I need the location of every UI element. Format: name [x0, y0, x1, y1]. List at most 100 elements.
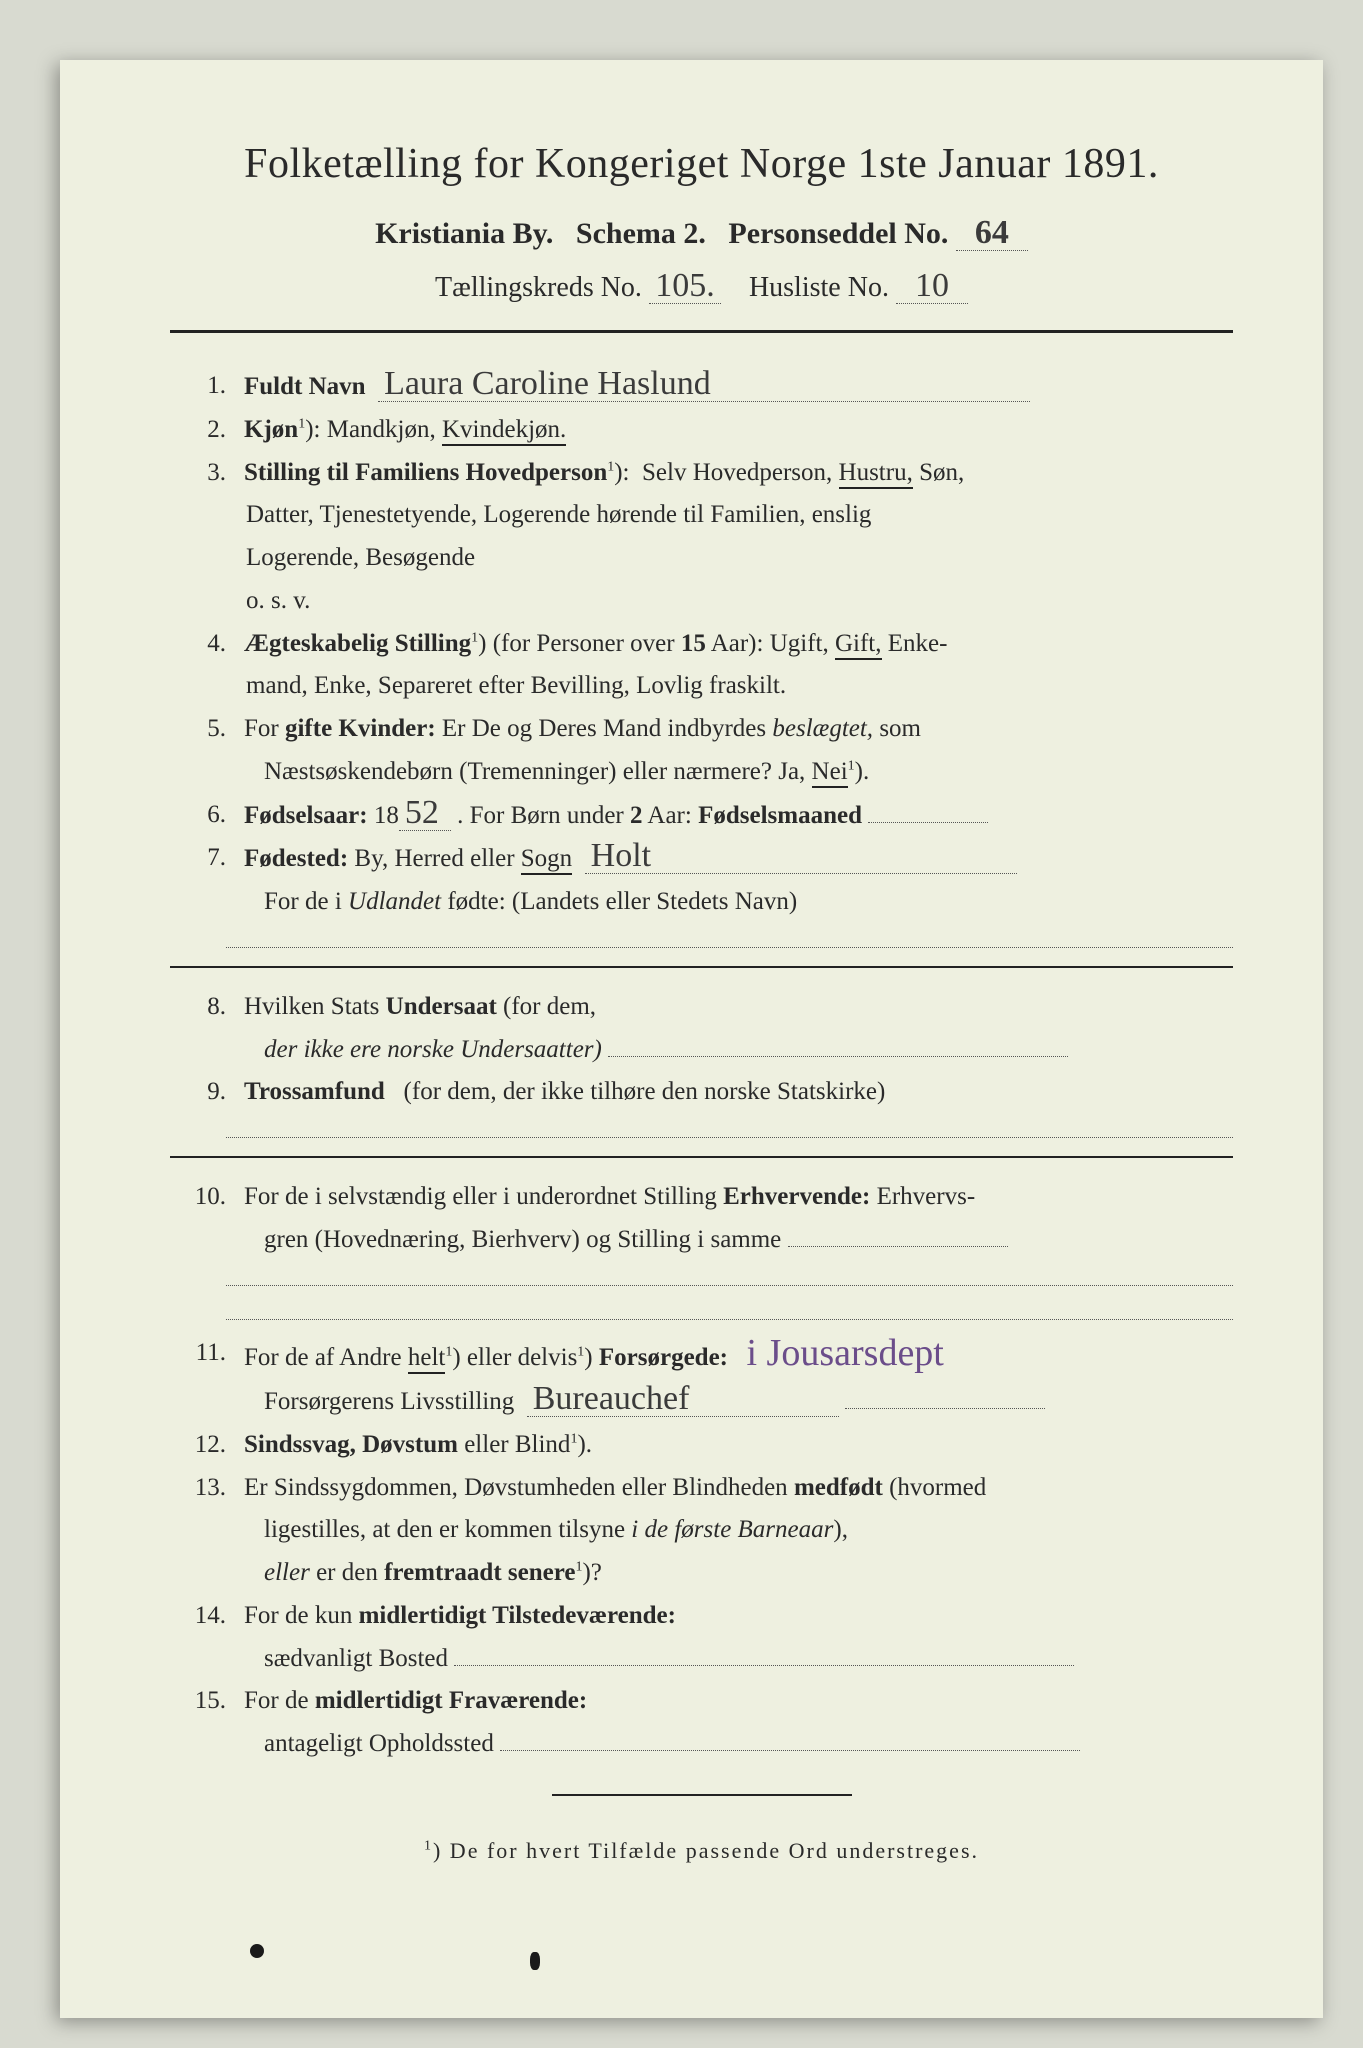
q7-opts-a: By, Herred eller: [354, 845, 514, 872]
q11-row2: Forsørgerens Livsstilling Bureauchef: [170, 1382, 1233, 1422]
q4-l1c: Aar): Ugift,: [711, 630, 829, 657]
q10-num: 10.: [170, 1178, 244, 1217]
q5-line2c: ).: [855, 758, 870, 785]
q5-l1c: Er De og Deres Mand indbyrdes: [442, 715, 766, 742]
q10-blank-line2: [226, 1300, 1233, 1320]
q8-blank: [608, 1031, 1068, 1057]
q6-num: 6.: [170, 796, 244, 836]
q3-hustru-selected: Hustru,: [839, 459, 913, 489]
q11-helt-selected: helt: [408, 1344, 446, 1374]
q6-month-label: Fødselsmaaned: [698, 802, 862, 829]
q7-sogn-selected: Sogn: [521, 845, 572, 875]
q13-l2a: ligestilles, at den er kommen tilsyne: [264, 1516, 625, 1543]
q12-label: Sindssvag, Døvstum: [244, 1431, 458, 1458]
q4-l1a: (for Personer over: [493, 630, 675, 657]
q10-line2: gren (Hovednæring, Bierhverv) og Stillin…: [264, 1226, 781, 1253]
q9-label: Trossamfund: [244, 1078, 385, 1105]
q15-row: 15. For de midlertidigt Fraværende:: [170, 1682, 1233, 1721]
q7-line2-a: For de i: [264, 888, 348, 915]
q11-mid: ) eller delvis: [452, 1344, 577, 1371]
divider-top: [170, 330, 1233, 333]
q1-label: Fuldt Navn: [244, 373, 366, 400]
q15-l1b: midlertidigt Fraværende:: [315, 1687, 587, 1714]
q13-row: 13. Er Sindssygdommen, Døvstumheden elle…: [170, 1469, 1233, 1508]
q7-label: Fødested:: [244, 845, 348, 872]
q4-num: 4.: [170, 625, 244, 664]
person-no-value: 64: [956, 216, 1028, 251]
q5-l1a: For: [244, 715, 279, 742]
q8-label: Undersaat: [386, 993, 497, 1020]
q8-line2: der ikke ere norske Undersaatter): [264, 1036, 602, 1063]
q7-udlandet: Udlandet: [348, 888, 441, 915]
q14-blank: [454, 1640, 1074, 1666]
q2-label: Kjøn: [244, 416, 298, 443]
q3-line4: o. s. v.: [170, 582, 1233, 621]
q1-value: Laura Caroline Haslund: [378, 367, 1030, 402]
q11-l1a: For de af Andre: [244, 1344, 402, 1371]
q9-blank-line: [226, 1118, 1233, 1138]
q7-row: 7. Fødested: By, Herred eller Sogn Holt: [170, 839, 1233, 879]
q10-l1c: Erhvervs-: [877, 1183, 976, 1210]
q7-num: 7.: [170, 839, 244, 879]
q12-row: 12. Sindssvag, Døvstum eller Blind1).: [170, 1426, 1233, 1465]
q3-line1a: Selv Hovedperson,: [642, 459, 832, 486]
person-label: Personseddel No.: [728, 217, 948, 250]
q15-l1a: For de: [244, 1687, 309, 1714]
q13-l1c: (hvormed: [889, 1474, 986, 1501]
ink-spot-mid: [530, 1952, 540, 1970]
q11-value: Bureauchef: [527, 1382, 839, 1417]
q11-blank: [845, 1383, 1045, 1409]
q15-row2: antageligt Opholdssted: [170, 1725, 1233, 1764]
q7-line2-b: fødte: (Landets eller Stedets Navn): [441, 888, 797, 915]
q1-row: 1. Fuldt Navn Laura Caroline Haslund: [170, 367, 1233, 407]
q5-line2a: Næstsøskendebørn (Tremenninger) eller næ…: [264, 758, 805, 785]
q15-blank: [500, 1725, 1080, 1751]
q2-num: 2.: [170, 411, 244, 450]
ink-spot-left: [250, 1944, 264, 1958]
q14-row2: sædvanligt Bosted: [170, 1640, 1233, 1679]
q4-line2: mand, Enke, Separeret efter Bevilling, L…: [170, 667, 1233, 706]
q8-num: 8.: [170, 988, 244, 1027]
q13-l3c: fremtraadt senere: [384, 1559, 575, 1586]
q6-year: 52: [399, 796, 451, 831]
q7-value: Holt: [585, 839, 1017, 874]
q6-row: 6. Fødselsaar: 1852 . For Børn under 2 A…: [170, 796, 1233, 836]
q4-sup: 1: [471, 630, 478, 645]
q11-row: 11. For de af Andre helt1) eller delvis1…: [170, 1334, 1233, 1378]
q9-row: 9. Trossamfund (for dem, der ikke tilhør…: [170, 1073, 1233, 1112]
divider-mid1: [170, 966, 1233, 968]
q10-blank: [788, 1221, 1008, 1247]
q9-text: (for dem, der ikke tilhøre den norske St…: [404, 1078, 886, 1105]
q6-mid: . For Børn under: [457, 802, 624, 829]
footnote: 1) De for hvert Tilfælde passende Ord un…: [170, 1838, 1233, 1864]
q3-num: 3.: [170, 454, 244, 493]
q6-prefix: 18: [374, 802, 399, 829]
q4-label: Ægteskabelig Stilling: [244, 630, 471, 657]
q13-l2c: ),: [833, 1516, 848, 1543]
divider-footnote: [552, 1794, 852, 1796]
q15-line2: antageligt Opholdssted: [264, 1730, 494, 1757]
q5-sup: 1: [848, 758, 855, 773]
q8-l1: Hvilken Stats: [244, 993, 379, 1020]
q4-row: 4. Ægteskabelig Stilling1) (for Personer…: [170, 625, 1233, 664]
q11-line2: Forsørgerens Livsstilling: [264, 1388, 514, 1415]
q3-row: 3. Stilling til Familiens Hovedperson1):…: [170, 454, 1233, 493]
q13-num: 13.: [170, 1469, 244, 1508]
q10-row2: gren (Hovednæring, Bierhverv) og Stillin…: [170, 1221, 1233, 1260]
q13-l1b: medfødt: [794, 1474, 883, 1501]
q7-blank-line: [226, 928, 1233, 948]
q12-text: eller Blind: [464, 1431, 570, 1458]
q4-gift-selected: Gift,: [835, 630, 882, 660]
q6-label: Fødselsaar:: [244, 802, 368, 829]
q5-row: 5. For gifte Kvinder: Er De og Deres Man…: [170, 710, 1233, 749]
divider-mid2: [170, 1156, 1233, 1158]
q11-label: Forsørgede:: [599, 1344, 728, 1371]
q3-line2: Datter, Tjenestetyende, Logerende hørend…: [170, 496, 1233, 535]
q3-sup: 1: [607, 459, 614, 474]
q3-line1c: Søn,: [919, 459, 964, 486]
q10-l1a: For de i selvstændig eller i underordnet…: [244, 1183, 717, 1210]
q14-line2: sædvanligt Bosted: [264, 1645, 448, 1672]
q5-row2: Næstsøskendebørn (Tremenninger) eller næ…: [170, 753, 1233, 792]
q15-num: 15.: [170, 1682, 244, 1721]
footnote-text: ) De for hvert Tilfælde passende Ord und…: [433, 1838, 979, 1863]
